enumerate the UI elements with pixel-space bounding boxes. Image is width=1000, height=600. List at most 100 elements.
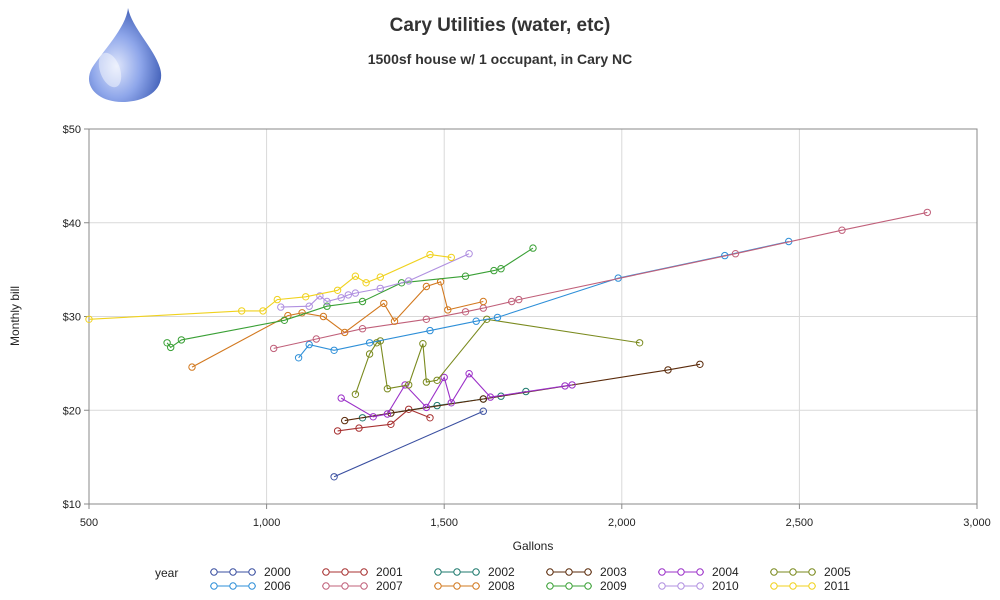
legend-marker	[677, 568, 685, 576]
data-point-2004	[447, 399, 455, 407]
series-line-2011	[88, 254, 452, 320]
data-point-2008	[188, 363, 196, 371]
legend-label: 2001	[376, 565, 403, 579]
data-point-2011	[85, 315, 93, 323]
series-line-2001	[337, 408, 431, 432]
y-tick-label: $20	[63, 405, 81, 417]
legend-label: 2005	[824, 565, 851, 579]
series-2004	[337, 370, 576, 421]
data-point-2010	[337, 294, 345, 302]
data-point-2000	[479, 407, 487, 415]
legend-marker	[248, 582, 256, 590]
y-axis-label: Monthly bill	[8, 286, 22, 346]
legend-item-2006: 2006	[210, 579, 291, 593]
data-point-2010	[305, 302, 313, 310]
y-tick-label: $50	[63, 124, 81, 136]
series-2006	[294, 237, 793, 362]
legend-marker	[770, 568, 778, 576]
data-point-2009	[163, 339, 171, 347]
data-point-2011	[362, 279, 370, 287]
data-point-2011	[238, 307, 246, 315]
legend-marker	[472, 568, 480, 576]
series-2007	[270, 208, 931, 353]
legend-marker	[584, 582, 592, 590]
data-point-2004	[568, 381, 576, 389]
data-point-2007	[270, 344, 278, 353]
x-tick-label: 3,000	[963, 517, 991, 529]
legend-marker	[472, 582, 480, 590]
legend-marker	[565, 568, 573, 576]
data-point-2004	[422, 403, 431, 412]
legend-title: year	[155, 566, 178, 580]
legend-label: 2010	[712, 579, 739, 593]
data-point-2009	[490, 266, 498, 275]
chart-subtitle: 1500sf house w/ 1 occupant, in Cary NC	[367, 51, 633, 67]
data-point-2011	[273, 295, 281, 304]
data-point-2009	[497, 265, 505, 273]
data-point-2003	[341, 416, 349, 425]
data-point-2010	[465, 250, 473, 258]
legend-item-2001: 2001	[322, 565, 403, 579]
legend-marker	[210, 582, 218, 590]
legend-marker	[360, 568, 368, 576]
series-2003	[341, 360, 704, 425]
legend-label: 2008	[488, 579, 515, 593]
series-2000	[330, 407, 487, 481]
data-point-2011	[302, 293, 310, 301]
data-point-2007	[508, 297, 516, 306]
series-2011	[85, 250, 455, 323]
data-point-2008	[390, 317, 399, 325]
data-point-2001	[355, 424, 363, 432]
legend-item-2009: 2009	[546, 579, 627, 593]
legend-label: 2009	[600, 579, 627, 593]
legend-marker	[453, 568, 461, 576]
x-tick-label: 2,000	[608, 517, 636, 529]
data-point-2011	[259, 307, 267, 315]
data-point-2003	[479, 395, 487, 403]
data-point-2011	[447, 253, 455, 262]
data-point-2006	[294, 354, 303, 362]
data-point-2005	[351, 390, 360, 398]
data-point-2011	[333, 286, 342, 294]
x-tick-label: 2,500	[786, 517, 814, 529]
data-point-2005	[419, 340, 427, 348]
data-point-2000	[330, 473, 338, 481]
legend-item-2007: 2007	[322, 579, 403, 593]
legend-item-2003: 2003	[546, 565, 627, 579]
data-point-2004	[383, 410, 392, 418]
data-point-2008	[341, 328, 349, 337]
legend-marker	[210, 568, 218, 576]
series-2008	[188, 278, 487, 371]
data-point-2008	[479, 297, 487, 306]
data-point-2004	[561, 382, 569, 390]
data-point-2009	[529, 244, 537, 252]
data-point-2008	[444, 306, 452, 314]
data-point-2003	[696, 360, 704, 368]
series-line-2007	[273, 211, 928, 349]
legend-label: 2002	[488, 565, 515, 579]
legend-label: 2000	[264, 565, 291, 579]
x-axis-label: Gallons	[513, 539, 554, 553]
legend-marker	[453, 582, 461, 590]
legend-item-2005: 2005	[770, 565, 851, 579]
legend-marker	[584, 568, 592, 576]
legend: year 2000 2001 2002 2003 2004 2005 2006 2007 200…	[155, 565, 851, 593]
series-line-2010	[280, 253, 470, 308]
data-point-2009	[358, 297, 367, 306]
legend-label: 2011	[824, 579, 850, 593]
data-point-2004	[465, 370, 473, 378]
legend-item-2002: 2002	[434, 565, 515, 579]
data-point-2009	[167, 343, 175, 352]
data-point-2005	[422, 378, 431, 386]
legend-item-2010: 2010	[658, 579, 739, 593]
data-point-2006	[330, 346, 338, 354]
data-point-2005	[405, 381, 413, 389]
legend-marker	[546, 582, 554, 590]
data-point-2006	[365, 339, 374, 347]
chart-title: Cary Utilities (water, etc)	[389, 15, 611, 36]
legend-marker	[229, 568, 237, 576]
data-point-2007	[838, 226, 846, 234]
series-line-2000	[333, 410, 484, 478]
data-point-2001	[426, 414, 434, 422]
data-point-2004	[369, 413, 377, 421]
